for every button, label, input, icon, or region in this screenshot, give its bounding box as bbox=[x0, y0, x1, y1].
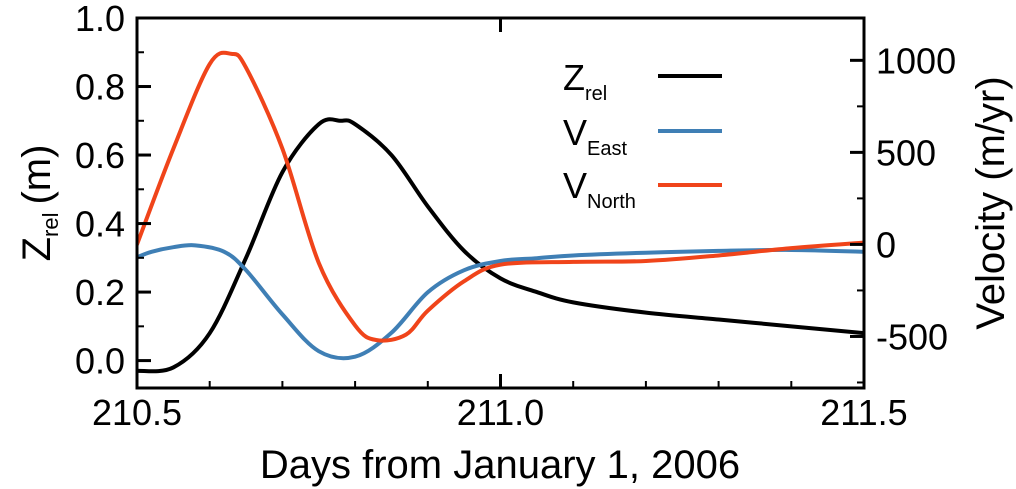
series-layer bbox=[137, 50, 864, 374]
y-axis-title-left-sub: rel bbox=[38, 213, 63, 237]
x-tick-label: 210.5 bbox=[92, 392, 182, 433]
legend-label-vnorth-base: V bbox=[563, 165, 587, 206]
y-axis-title-left: Zrel (m) bbox=[15, 145, 63, 262]
series-line-vnorth bbox=[137, 50, 864, 343]
y-axis-title-right: Velocity (m/yr) bbox=[969, 76, 1013, 329]
legend-label-zrel-base: Z bbox=[563, 57, 585, 98]
legend-label-veast-sub: East bbox=[587, 138, 627, 160]
series-line-veast bbox=[137, 243, 864, 361]
y-axis-title-left-unit: (m) bbox=[15, 145, 59, 205]
labels-layer: 210.5 211.0 211.5 0.0 0.2 0.4 0.6 0.8 1.0 -500 0 50… bbox=[75, 0, 956, 433]
y-right-tick-label: 1000 bbox=[876, 40, 956, 81]
legend-label-veast-base: V bbox=[563, 112, 587, 153]
y-right-tick-label: -500 bbox=[876, 316, 948, 357]
y-left-tick-label: 0.0 bbox=[75, 341, 125, 382]
y-left-tick-label: 1.0 bbox=[75, 0, 125, 39]
y-left-tick-label: 0.6 bbox=[75, 135, 125, 176]
legend-entry-zrel: Zrel bbox=[563, 57, 722, 105]
legend: Zrel VEast VNorth bbox=[563, 57, 722, 213]
y-right-tick-label: 0 bbox=[876, 224, 896, 265]
x-tick-label: 211.0 bbox=[457, 392, 544, 433]
x-axis-title: Days from January 1, 2006 bbox=[260, 443, 740, 487]
x-tick-label: 211.5 bbox=[820, 392, 907, 433]
svg-text:VNorth: VNorth bbox=[563, 165, 636, 213]
plot-frame bbox=[135, 16, 866, 390]
svg-text:Zrel: Zrel bbox=[563, 57, 607, 105]
svg-text:VEast: VEast bbox=[563, 112, 627, 160]
y-axis-title-left-base: Z bbox=[15, 237, 59, 261]
y-left-tick-label: 0.8 bbox=[75, 67, 125, 108]
legend-label-zrel-sub: rel bbox=[585, 83, 607, 105]
y-left-tick-label: 0.4 bbox=[75, 204, 125, 245]
series-line-zrel bbox=[137, 117, 864, 374]
y-right-tick-label: 500 bbox=[876, 132, 936, 173]
legend-label-vnorth-sub: North bbox=[587, 191, 636, 213]
legend-entry-veast: VEast bbox=[563, 112, 722, 160]
y-left-tick-label: 0.2 bbox=[75, 272, 125, 313]
ticks-layer bbox=[135, 16, 866, 388]
legend-entry-vnorth: VNorth bbox=[563, 165, 722, 213]
